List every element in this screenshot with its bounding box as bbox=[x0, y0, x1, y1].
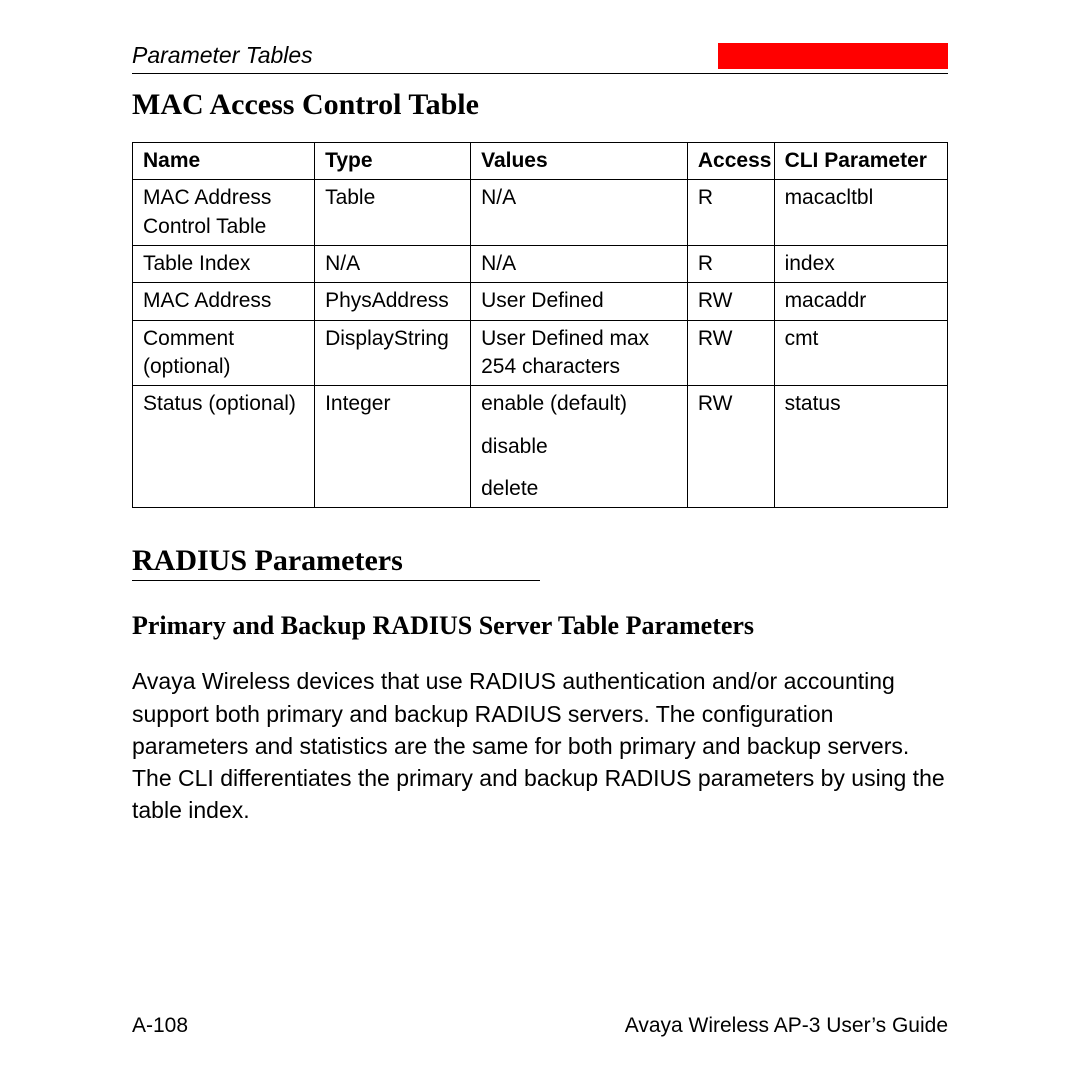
table-header-row: Name Type Values Access CLI Parameter bbox=[133, 143, 948, 180]
table-row: MAC Address Control Table Table N/A R ma… bbox=[133, 180, 948, 246]
cell-access: RW bbox=[687, 283, 774, 320]
cell-access: R bbox=[687, 180, 774, 246]
cell-cli: index bbox=[774, 246, 947, 283]
header-rule bbox=[132, 73, 948, 74]
cell-cli: macacltbl bbox=[774, 180, 947, 246]
th-name: Name bbox=[133, 143, 315, 180]
table-row: Table Index N/A N/A R index bbox=[133, 246, 948, 283]
cell-values: User Defined max 254 characters bbox=[471, 320, 688, 386]
cell-name: Comment (optional) bbox=[133, 320, 315, 386]
cell-type: Table bbox=[315, 180, 471, 246]
cell-access: RW bbox=[687, 320, 774, 386]
cell-cli: status bbox=[774, 386, 947, 508]
footer-guide-title: Avaya Wireless AP-3 User’s Guide bbox=[625, 1014, 948, 1038]
table-row: Status (optional) Integer enable (defaul… bbox=[133, 386, 948, 508]
cell-access: R bbox=[687, 246, 774, 283]
heading-radius: RADIUS Parameters bbox=[132, 544, 540, 578]
page-header: Parameter Tables bbox=[132, 42, 948, 69]
cell-values: N/A bbox=[471, 246, 688, 283]
body-paragraph: Avaya Wireless devices that use RADIUS a… bbox=[132, 665, 948, 826]
th-values: Values bbox=[471, 143, 688, 180]
header-red-block bbox=[718, 43, 948, 69]
th-cli: CLI Parameter bbox=[774, 143, 947, 180]
page: Parameter Tables MAC Access Control Tabl… bbox=[0, 0, 1080, 1080]
cell-values: User Defined bbox=[471, 283, 688, 320]
footer-page-number: A-108 bbox=[132, 1014, 188, 1038]
th-access: Access bbox=[687, 143, 774, 180]
cell-values: N/A bbox=[471, 180, 688, 246]
table-row: Comment (optional) DisplayString User De… bbox=[133, 320, 948, 386]
cell-value-line: delete bbox=[481, 475, 679, 503]
cell-type: Integer bbox=[315, 386, 471, 508]
mac-access-table: Name Type Values Access CLI Parameter MA… bbox=[132, 142, 948, 508]
cell-cli: cmt bbox=[774, 320, 947, 386]
cell-access: RW bbox=[687, 386, 774, 508]
cell-name: Status (optional) bbox=[133, 386, 315, 508]
heading-mac-access: MAC Access Control Table bbox=[132, 88, 948, 122]
table-row: MAC Address PhysAddress User Defined RW … bbox=[133, 283, 948, 320]
cell-value-line: enable (default) bbox=[481, 390, 679, 418]
cell-values: enable (default) disable delete bbox=[471, 386, 688, 508]
cell-type: DisplayString bbox=[315, 320, 471, 386]
cell-type: N/A bbox=[315, 246, 471, 283]
cell-name: MAC Address bbox=[133, 283, 315, 320]
cell-cli: macaddr bbox=[774, 283, 947, 320]
section-title: Parameter Tables bbox=[132, 42, 313, 69]
heading-radius-sub: Primary and Backup RADIUS Server Table P… bbox=[132, 611, 948, 641]
cell-name: MAC Address Control Table bbox=[133, 180, 315, 246]
cell-value-line: disable bbox=[481, 433, 679, 461]
heading-radius-rule bbox=[132, 580, 540, 581]
cell-type: PhysAddress bbox=[315, 283, 471, 320]
heading-radius-wrap: RADIUS Parameters bbox=[132, 544, 540, 581]
cell-name: Table Index bbox=[133, 246, 315, 283]
th-type: Type bbox=[315, 143, 471, 180]
page-footer: A-108 Avaya Wireless AP-3 User’s Guide bbox=[132, 1014, 948, 1038]
